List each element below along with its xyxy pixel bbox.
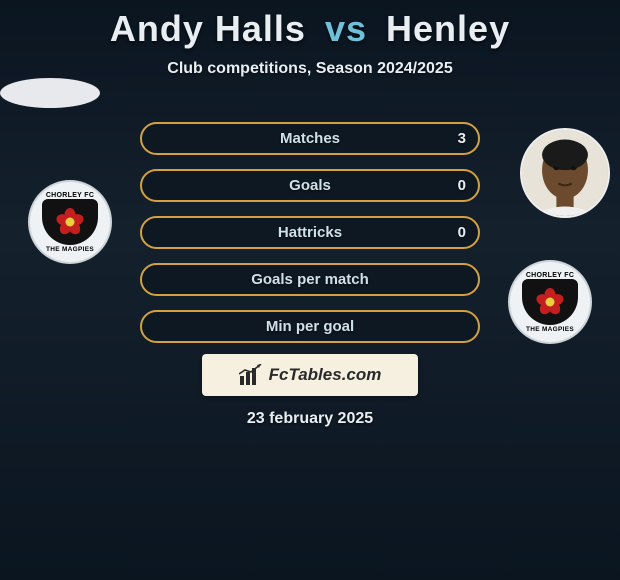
stat-right-value: 3 <box>458 124 466 153</box>
crest-top-text: CHORLEY FC <box>46 192 94 199</box>
stat-label: Goals <box>289 177 331 194</box>
stat-row-goals: Goals 0 <box>140 169 480 202</box>
rose-icon <box>537 289 563 315</box>
comparison-title: Andy Halls vs Henley <box>0 0 620 50</box>
crest-bottom-text: THE MAGPIES <box>526 326 574 333</box>
stat-right-value: 0 <box>458 171 466 200</box>
crest-shield-icon <box>522 279 578 325</box>
vs-text: vs <box>325 8 367 49</box>
stat-row-goals-per-match: Goals per match <box>140 263 480 296</box>
stat-row-matches: Matches 3 <box>140 122 480 155</box>
crest-top-text: CHORLEY FC <box>526 272 574 279</box>
player1-portrait-placeholder <box>0 78 100 108</box>
stat-right-value: 0 <box>458 218 466 247</box>
date-text: 23 february 2025 <box>0 410 620 428</box>
branding-text: FcTables.com <box>269 365 382 385</box>
chart-icon <box>239 364 263 386</box>
stats-list: Matches 3 Goals 0 Hattricks 0 Goals per … <box>140 122 480 357</box>
stat-row-hattricks: Hattricks 0 <box>140 216 480 249</box>
player2-name: Henley <box>386 8 510 49</box>
subtitle: Club competitions, Season 2024/2025 <box>0 60 620 78</box>
player1-club-crest: CHORLEY FC THE MAGPIES <box>28 180 112 264</box>
stat-label: Hattricks <box>278 224 342 241</box>
crest-shield-icon <box>42 199 98 245</box>
stat-label: Goals per match <box>251 271 369 288</box>
stat-label: Matches <box>280 130 340 147</box>
crest-bottom-text: THE MAGPIES <box>46 246 94 253</box>
player2-club-crest: CHORLEY FC THE MAGPIES <box>508 260 592 344</box>
stat-row-min-per-goal: Min per goal <box>140 310 480 343</box>
rose-icon <box>57 209 83 235</box>
stat-label: Min per goal <box>266 318 354 335</box>
player2-portrait <box>520 128 610 218</box>
player1-name: Andy Halls <box>110 8 306 49</box>
branding-badge: FcTables.com <box>202 354 418 396</box>
player2-portrait-icon <box>522 130 608 216</box>
